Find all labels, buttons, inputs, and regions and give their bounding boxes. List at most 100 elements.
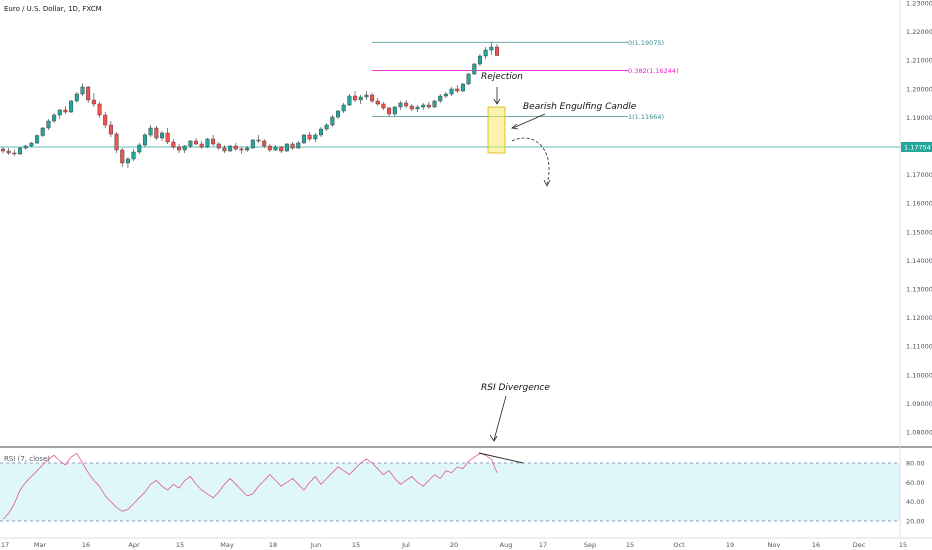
time-tick-label: 15 bbox=[899, 541, 907, 549]
candle-body bbox=[443, 93, 448, 97]
candle-body bbox=[290, 143, 295, 149]
candle-body bbox=[18, 147, 23, 155]
candle-body bbox=[336, 110, 341, 118]
candle-body bbox=[398, 102, 403, 108]
time-tick-label: Oct bbox=[673, 541, 685, 549]
candle-body bbox=[347, 95, 352, 106]
price-tick-label: 1.19000 bbox=[906, 114, 932, 122]
price-axis[interactable]: 1.230001.220001.210001.200001.190001.180… bbox=[906, 0, 932, 437]
candle-body bbox=[74, 93, 79, 102]
candle-body bbox=[125, 158, 130, 164]
projection-dashed-arc bbox=[511, 137, 550, 185]
price-tick-label: 1.13000 bbox=[906, 286, 932, 294]
candle-body bbox=[341, 104, 346, 112]
candle-body bbox=[23, 145, 28, 149]
candle-body bbox=[245, 147, 250, 151]
time-tick-label: Dec bbox=[853, 541, 866, 549]
candle-body bbox=[279, 146, 284, 152]
time-tick-label: 17 bbox=[1, 541, 9, 549]
price-tick-label: 1.17000 bbox=[906, 171, 932, 179]
candle-body bbox=[438, 95, 443, 102]
bearish-engulfing-label: Bearish Engulfing Candle bbox=[523, 102, 637, 112]
candle-body bbox=[108, 124, 113, 135]
annotation-bearish-engulfing[interactable]: Bearish Engulfing Candle bbox=[511, 102, 637, 130]
fibonacci-levels[interactable]: 0(1.19075) 0.382(1.16244) 1(1.11664) bbox=[372, 39, 679, 121]
candle-body bbox=[239, 148, 244, 151]
candle-body bbox=[324, 124, 329, 130]
time-tick-label: 16 bbox=[812, 541, 820, 549]
time-tick-label: Nov bbox=[768, 541, 781, 549]
candle-body bbox=[148, 127, 153, 136]
time-tick-label: Apr bbox=[128, 541, 140, 549]
candle-body bbox=[91, 99, 96, 105]
candle-body bbox=[69, 100, 74, 113]
candle-body bbox=[211, 138, 216, 145]
annotation-rsi-divergence[interactable]: RSI Divergence bbox=[478, 383, 550, 464]
price-tick-label: 1.14000 bbox=[906, 257, 932, 265]
candle-body bbox=[353, 95, 358, 101]
time-tick-label: Jun bbox=[310, 541, 321, 549]
time-tick-label: 15 bbox=[352, 541, 360, 549]
rsi-title[interactable]: RSI (7, close) bbox=[4, 455, 50, 463]
time-tick-label: 15 bbox=[176, 541, 184, 549]
candle-body bbox=[250, 139, 255, 149]
candle-body bbox=[483, 49, 488, 57]
candle-body bbox=[415, 106, 420, 110]
candle-body bbox=[449, 88, 454, 95]
candle-body bbox=[267, 145, 272, 151]
candle-body bbox=[177, 146, 182, 151]
candle-body bbox=[256, 139, 261, 142]
candle-body bbox=[404, 102, 409, 107]
candle-body bbox=[80, 86, 85, 95]
candle-body bbox=[392, 106, 397, 115]
candle-body bbox=[216, 143, 221, 149]
candle-body bbox=[86, 86, 91, 101]
rsi-divergence-trendline bbox=[478, 452, 524, 464]
rsi-tick-label: 40.00 bbox=[906, 498, 925, 506]
projection-curve[interactable] bbox=[511, 137, 551, 187]
candle-body bbox=[228, 145, 233, 152]
current-price-tag: 1.17754 bbox=[901, 142, 932, 152]
bearish-engulfing-arrow bbox=[512, 113, 546, 129]
price-tick-label: 1.22000 bbox=[906, 28, 932, 36]
time-tick-label: Aug bbox=[500, 541, 513, 549]
fib-level-label: 1(1.11664) bbox=[628, 113, 664, 121]
rsi-band bbox=[0, 463, 900, 521]
price-tick-label: 1.23000 bbox=[906, 0, 932, 8]
candle-body bbox=[421, 104, 426, 108]
candle-body bbox=[63, 109, 68, 113]
candle-body bbox=[262, 140, 267, 147]
candle-body bbox=[432, 100, 437, 108]
time-tick-label: Sep bbox=[584, 541, 596, 549]
rsi-axis[interactable]: 80.00 60.00 40.00 20.00 bbox=[906, 460, 925, 526]
fib-level-label: 0.382(1.16244) bbox=[628, 67, 679, 75]
price-tick-label: 1.09000 bbox=[906, 400, 932, 408]
candle-body bbox=[489, 46, 494, 51]
candle-body bbox=[131, 151, 136, 160]
rsi-divergence-arrowhead bbox=[489, 434, 498, 442]
time-axis[interactable]: 17 Mar 16 Apr 15 May 18 Jun 15 Jul 20 Aug 17 Sep 15 Oct… bbox=[1, 541, 907, 549]
candle-body bbox=[57, 109, 62, 116]
bearish-engulfing-arrowhead bbox=[511, 123, 519, 130]
candle-body bbox=[370, 94, 375, 102]
projection-arrowhead bbox=[543, 179, 551, 187]
annotation-rejection[interactable]: Rejection bbox=[481, 72, 523, 105]
candle-body bbox=[194, 140, 199, 145]
candlestick-series bbox=[1, 42, 500, 168]
rejection-label: Rejection bbox=[481, 72, 523, 82]
time-tick-label: 15 bbox=[626, 541, 634, 549]
candle-body bbox=[466, 73, 471, 85]
candle-body bbox=[495, 46, 500, 56]
candle-body bbox=[301, 134, 306, 144]
symbol-title[interactable]: Euro / U.S. Dollar, 1D, FXCM bbox=[4, 5, 102, 13]
fib-level-label: 0(1.19075) bbox=[628, 39, 664, 47]
candle-body bbox=[284, 143, 289, 152]
candle-body bbox=[318, 128, 323, 136]
candle-body bbox=[40, 127, 45, 136]
price-tick-label: 1.21000 bbox=[906, 57, 932, 65]
candle-body bbox=[307, 134, 312, 140]
candle-body bbox=[6, 150, 11, 154]
rejection-highlight-box[interactable] bbox=[487, 106, 506, 154]
candle-body bbox=[159, 132, 164, 139]
